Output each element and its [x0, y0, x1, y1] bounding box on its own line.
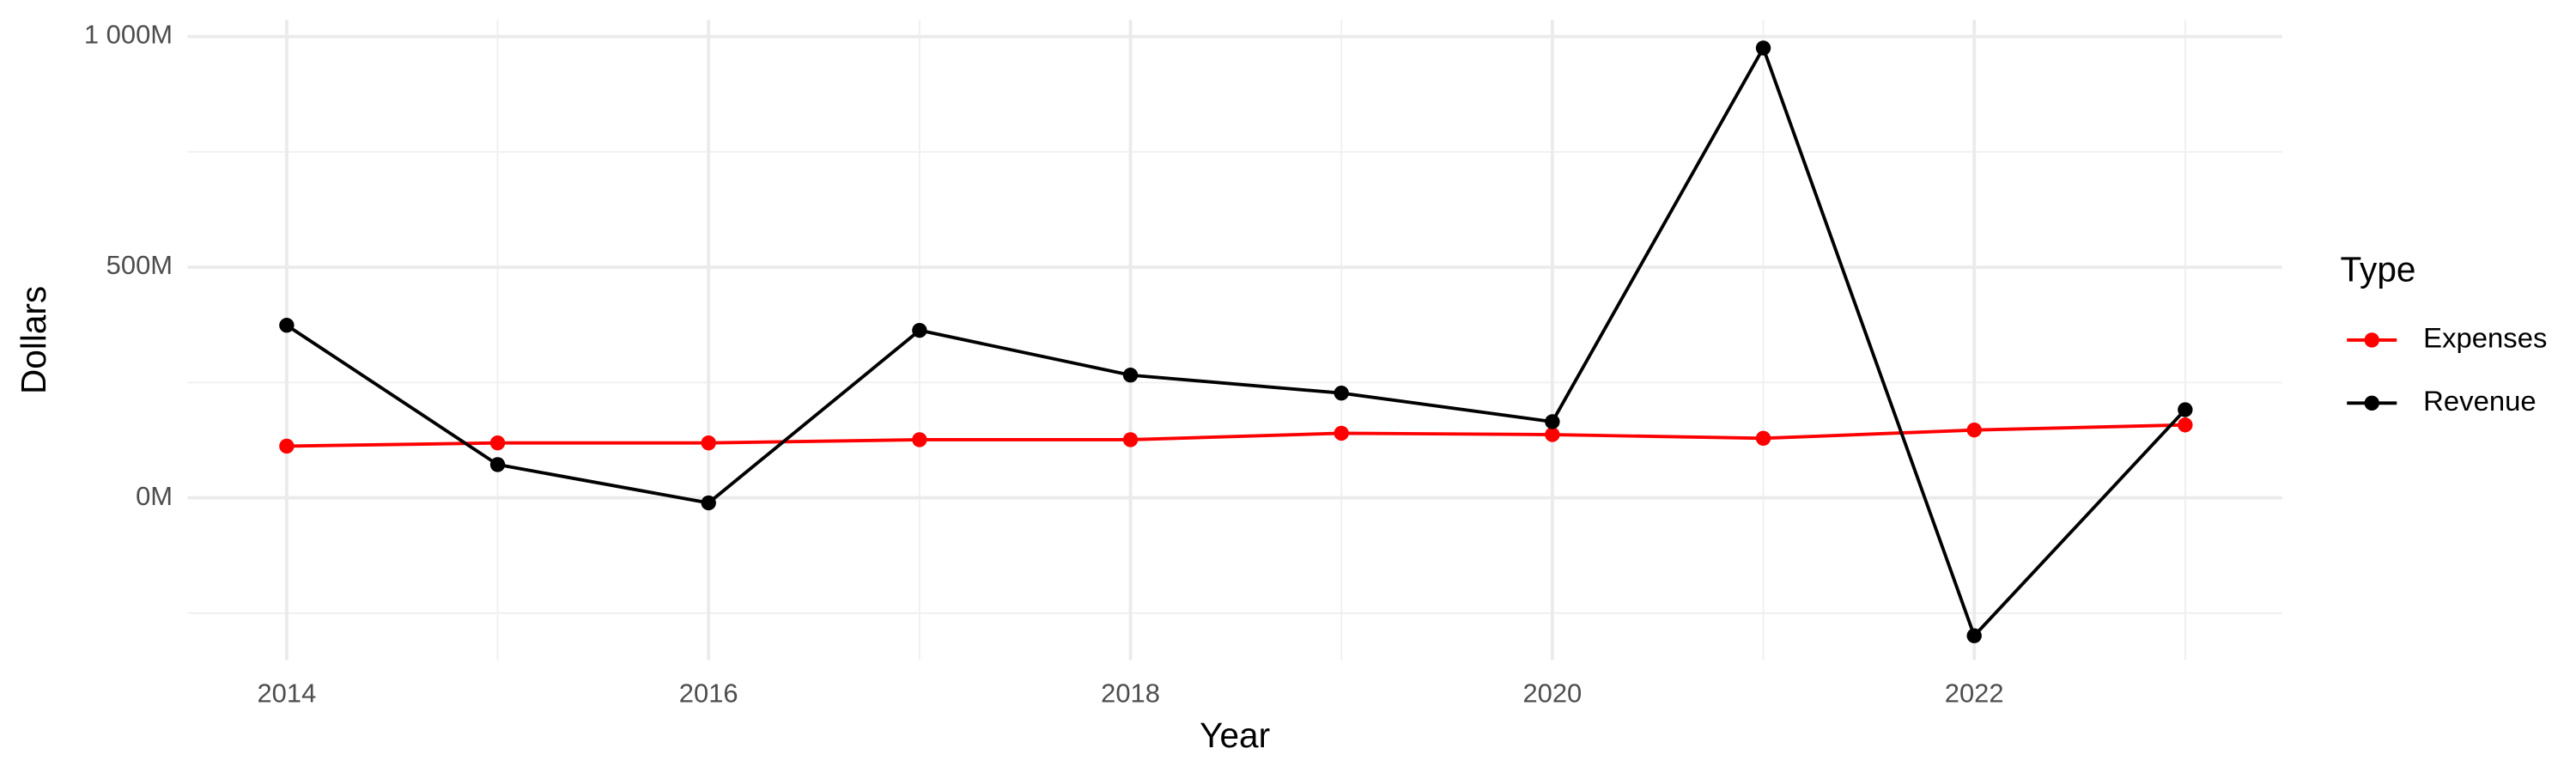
x-tick-label: 2022: [1945, 678, 2004, 708]
data-point: [1122, 368, 1139, 383]
data-point: [1545, 427, 1560, 442]
data-point: [1334, 425, 1349, 441]
data-point: [1545, 414, 1560, 429]
data-point: [912, 432, 927, 447]
data-point: [1334, 385, 1349, 401]
x-tick-label: 2020: [1522, 678, 1582, 708]
data-point: [279, 318, 295, 333]
legend-label: Expenses: [2423, 322, 2547, 354]
data-point: [279, 438, 295, 454]
data-point: [912, 322, 927, 338]
data-point: [489, 435, 506, 451]
data-point: [489, 457, 506, 472]
series-line: [286, 423, 2185, 448]
y-tick-label: 1 000M: [84, 20, 173, 50]
y-tick-label: 0M: [136, 481, 173, 511]
x-tick-label: 2016: [679, 678, 738, 708]
data-point: [1755, 40, 1771, 56]
x-tick-label: 2014: [257, 678, 316, 708]
y-axis-title: Dollars: [14, 286, 53, 394]
data-point: [1966, 422, 1982, 438]
data-point: [1966, 628, 1982, 643]
legend-title: Type: [2341, 249, 2416, 289]
legend-key-point: [2364, 332, 2379, 348]
legend-label: Revenue: [2423, 385, 2536, 417]
data-point: [1122, 432, 1139, 447]
series-line: [285, 44, 2187, 639]
x-axis-title: Year: [1200, 715, 1270, 755]
data-point: [2178, 417, 2193, 433]
data-point: [2178, 402, 2193, 417]
x-tick-label: 2018: [1101, 678, 1160, 708]
data-point: [701, 435, 716, 451]
data-point: [1755, 430, 1771, 447]
y-tick-label: 500M: [106, 250, 173, 280]
data-point: [701, 495, 716, 511]
legend-key-point: [2364, 395, 2379, 411]
